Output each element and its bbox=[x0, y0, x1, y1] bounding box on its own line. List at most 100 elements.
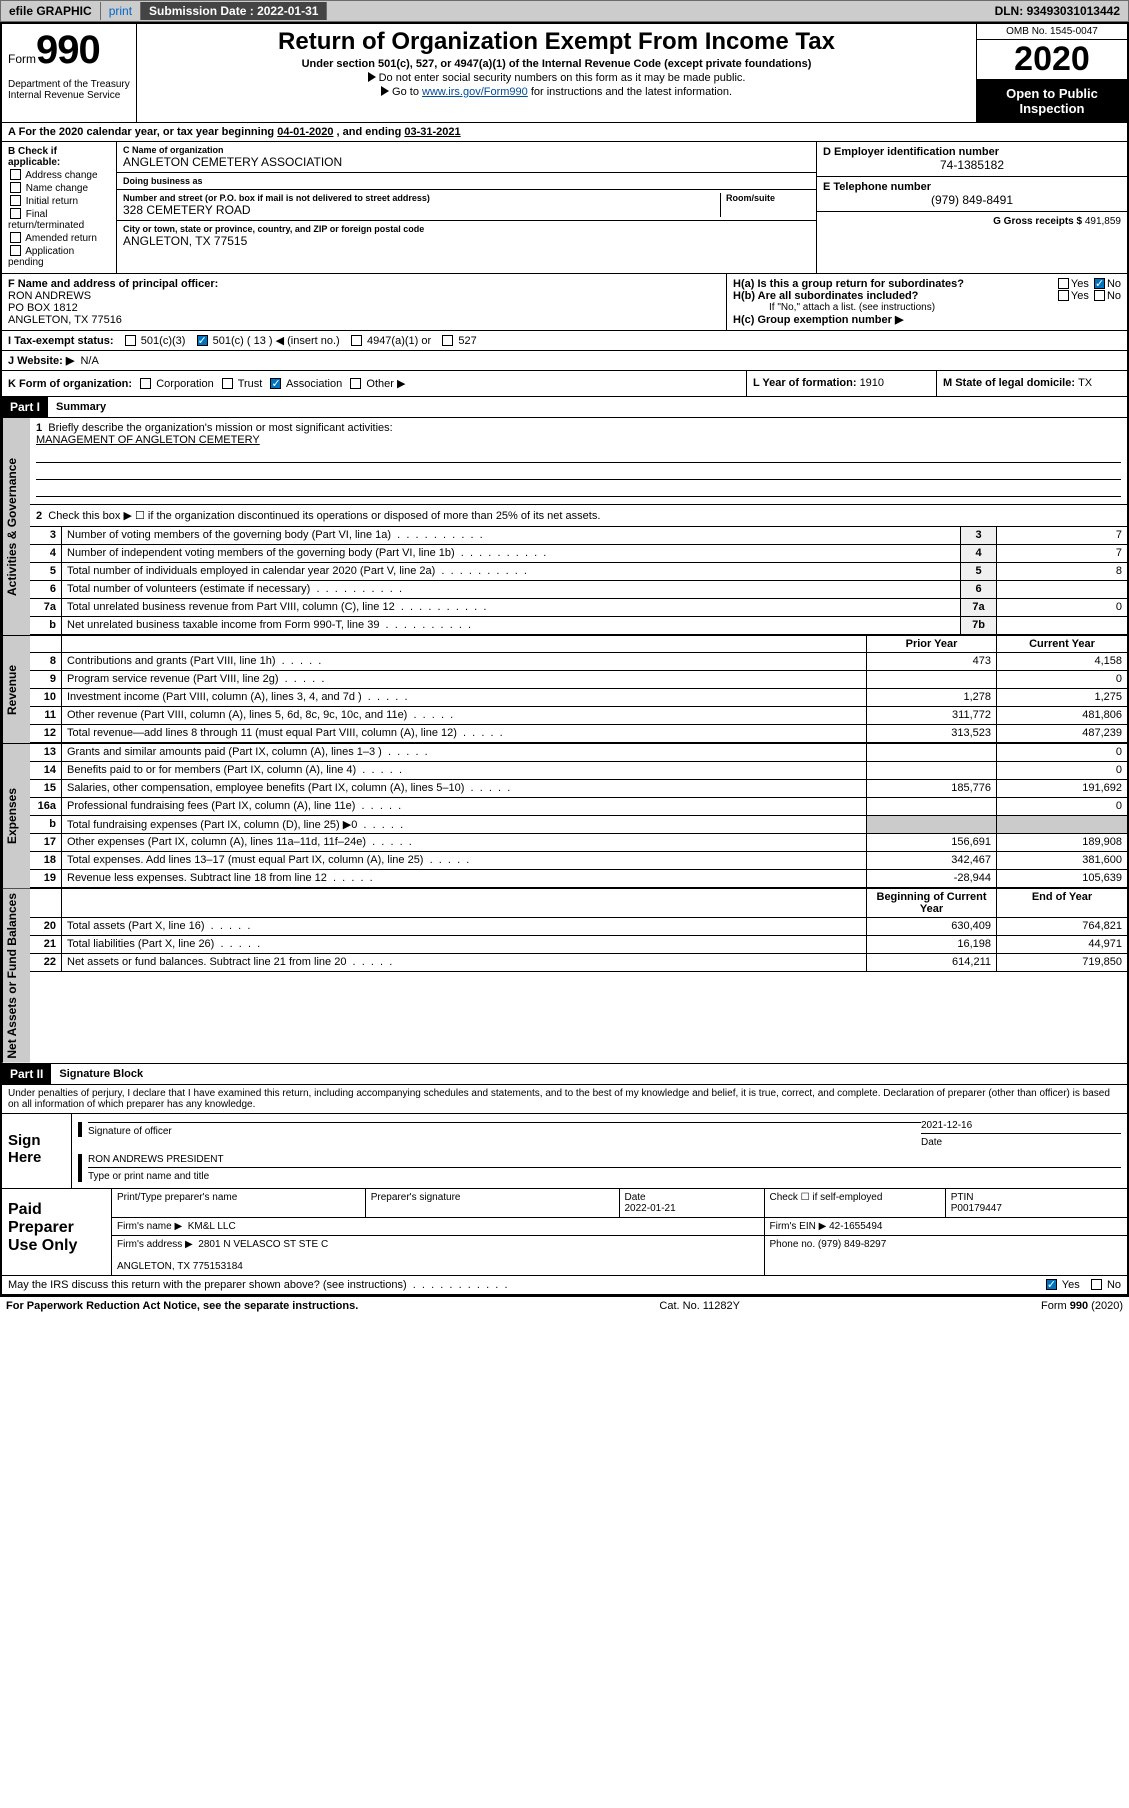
side-revenue: Revenue bbox=[2, 636, 30, 743]
row-klm: K Form of organization: Corporation Trus… bbox=[2, 371, 1127, 397]
form-id-box: Form990 Department of the Treasury Inter… bbox=[2, 24, 137, 122]
preparer-date: 2022-01-21 bbox=[625, 1203, 676, 1214]
catalog-number: Cat. No. 11282Y bbox=[659, 1300, 740, 1312]
summary-line: 10Investment income (Part VIII, column (… bbox=[30, 689, 1127, 707]
gross-receipts: 491,859 bbox=[1085, 216, 1121, 227]
form-note1: Do not enter social security numbers on … bbox=[147, 72, 966, 84]
perjury-declaration: Under penalties of perjury, I declare th… bbox=[2, 1085, 1127, 1114]
side-expenses: Expenses bbox=[2, 744, 30, 888]
box-b: B Check if applicable: Address change Na… bbox=[2, 142, 117, 273]
officer-name: RON ANDREWS bbox=[8, 290, 91, 302]
part1-header: Part I Summary bbox=[2, 397, 1127, 418]
form-number: Form990 bbox=[8, 28, 130, 73]
city-state-zip: ANGLETON, TX 77515 bbox=[123, 234, 810, 248]
form-title-box: Return of Organization Exempt From Incom… bbox=[137, 24, 977, 122]
officer-name-title: RON ANDREWS PRESIDENT bbox=[88, 1154, 1121, 1165]
hb-yes[interactable] bbox=[1058, 290, 1069, 301]
firm-phone: (979) 849-8297 bbox=[818, 1239, 886, 1250]
line-1: 1 Briefly describe the organization's mi… bbox=[30, 418, 1127, 505]
summary-line: 22Net assets or fund balances. Subtract … bbox=[30, 954, 1127, 972]
submission-date: Submission Date : 2022-01-31 bbox=[141, 2, 327, 20]
ptin: P00179447 bbox=[951, 1203, 1002, 1214]
box-m: M State of legal domicile: TX bbox=[937, 371, 1127, 396]
summary-line: 12Total revenue—add lines 8 through 11 (… bbox=[30, 725, 1127, 743]
page-footer: For Paperwork Reduction Act Notice, see … bbox=[0, 1297, 1129, 1315]
instructions-link[interactable]: www.irs.gov/Form990 bbox=[422, 86, 528, 98]
summary-line: 6Total number of volunteers (estimate if… bbox=[30, 581, 1127, 599]
chk-trust[interactable] bbox=[222, 378, 233, 389]
ha-yes[interactable] bbox=[1058, 278, 1069, 289]
firm-ein: 42-1655494 bbox=[829, 1221, 882, 1232]
chk-corporation[interactable] bbox=[140, 378, 151, 389]
form-title: Return of Organization Exempt From Incom… bbox=[147, 28, 966, 56]
netassets-col-header: Beginning of Current Year End of Year bbox=[30, 889, 1127, 918]
form-subtitle: Under section 501(c), 527, or 4947(a)(1)… bbox=[147, 58, 966, 70]
signature-date: 2021-12-16 bbox=[921, 1120, 1121, 1131]
org-name: ANGLETON CEMETERY ASSOCIATION bbox=[123, 155, 810, 169]
mission-text: MANAGEMENT OF ANGLETON CEMETERY bbox=[36, 434, 260, 446]
chk-name-change[interactable]: Name change bbox=[8, 182, 110, 194]
efile-topbar: efile GRAPHIC print Submission Date : 20… bbox=[0, 0, 1129, 22]
omb-year-box: OMB No. 1545-0047 2020 Open to Public In… bbox=[977, 24, 1127, 122]
chk-initial-return[interactable]: Initial return bbox=[8, 195, 110, 207]
irs-discuss-row: May the IRS discuss this return with the… bbox=[2, 1276, 1127, 1295]
summary-line: 4Number of independent voting members of… bbox=[30, 545, 1127, 563]
chk-501c3[interactable] bbox=[125, 335, 136, 346]
line-2: 2 Check this box ▶ ☐ if the organization… bbox=[30, 505, 1127, 527]
print-link[interactable]: print bbox=[101, 2, 141, 20]
summary-line: 8Contributions and grants (Part VIII, li… bbox=[30, 653, 1127, 671]
summary-line: 3Number of voting members of the governi… bbox=[30, 527, 1127, 545]
triangle-icon bbox=[368, 72, 376, 82]
section-net-assets: Net Assets or Fund Balances Beginning of… bbox=[2, 889, 1127, 1064]
row-f-h: F Name and address of principal officer:… bbox=[2, 274, 1127, 331]
ha-no[interactable] bbox=[1094, 278, 1105, 289]
chk-association[interactable] bbox=[270, 378, 281, 389]
firm-name: KM&L LLC bbox=[188, 1221, 236, 1232]
chk-amended-return[interactable]: Amended return bbox=[8, 232, 110, 244]
chk-other[interactable] bbox=[350, 378, 361, 389]
summary-line: 11Other revenue (Part VIII, column (A), … bbox=[30, 707, 1127, 725]
form-version: Form 990 (2020) bbox=[1041, 1300, 1123, 1312]
chk-address-change[interactable]: Address change bbox=[8, 169, 110, 181]
entity-info-grid: B Check if applicable: Address change Na… bbox=[2, 142, 1127, 274]
summary-line: 13Grants and similar amounts paid (Part … bbox=[30, 744, 1127, 762]
chk-application-pending[interactable]: Application pending bbox=[8, 245, 110, 268]
firm-address1: 2801 N VELASCO ST STE C bbox=[198, 1239, 328, 1250]
chk-527[interactable] bbox=[442, 335, 453, 346]
chk-final-return[interactable]: Final return/terminated bbox=[8, 208, 110, 231]
form-body: Form990 Department of the Treasury Inter… bbox=[0, 22, 1129, 1297]
form-note2: Go to www.irs.gov/Form990 for instructio… bbox=[147, 86, 966, 98]
chk-501c[interactable] bbox=[197, 335, 208, 346]
ein: 74-1385182 bbox=[823, 158, 1121, 172]
efile-label: efile GRAPHIC bbox=[1, 2, 101, 20]
tax-year: 2020 bbox=[977, 40, 1127, 80]
box-h: H(a) Is this a group return for subordin… bbox=[727, 274, 1127, 330]
firm-address2: ANGLETON, TX 775153184 bbox=[117, 1261, 243, 1272]
paid-preparer-block: Paid Preparer Use Only Print/Type prepar… bbox=[2, 1189, 1127, 1276]
form-header: Form990 Department of the Treasury Inter… bbox=[2, 24, 1127, 123]
revenue-col-header: Prior Year Current Year bbox=[30, 636, 1127, 653]
summary-line: 5Total number of individuals employed in… bbox=[30, 563, 1127, 581]
website: N/A bbox=[80, 355, 98, 367]
section-expenses: Expenses 13Grants and similar amounts pa… bbox=[2, 744, 1127, 889]
side-net-assets: Net Assets or Fund Balances bbox=[2, 889, 30, 1063]
open-to-public: Open to Public Inspection bbox=[977, 80, 1127, 122]
summary-line: 19Revenue less expenses. Subtract line 1… bbox=[30, 870, 1127, 888]
summary-line: 16aProfessional fundraising fees (Part I… bbox=[30, 798, 1127, 816]
irs-discuss-yes[interactable] bbox=[1046, 1279, 1057, 1290]
omb-number: OMB No. 1545-0047 bbox=[977, 24, 1127, 40]
summary-line: 15Salaries, other compensation, employee… bbox=[30, 780, 1127, 798]
hb-no[interactable] bbox=[1094, 290, 1105, 301]
side-governance: Activities & Governance bbox=[2, 418, 30, 635]
chk-4947[interactable] bbox=[351, 335, 362, 346]
tax-year-row: A For the 2020 calendar year, or tax yea… bbox=[2, 123, 1127, 142]
box-l: L Year of formation: 1910 bbox=[747, 371, 937, 396]
department-label: Department of the Treasury Internal Reve… bbox=[8, 79, 130, 101]
summary-line: 20Total assets (Part X, line 16) . . . .… bbox=[30, 918, 1127, 936]
irs-discuss-no[interactable] bbox=[1091, 1279, 1102, 1290]
summary-line: 7aTotal unrelated business revenue from … bbox=[30, 599, 1127, 617]
triangle-icon bbox=[381, 86, 389, 96]
telephone: (979) 849-8491 bbox=[823, 193, 1121, 207]
box-j: J Website: ▶ N/A bbox=[2, 351, 1127, 371]
box-deg: D Employer identification number 74-1385… bbox=[817, 142, 1127, 273]
